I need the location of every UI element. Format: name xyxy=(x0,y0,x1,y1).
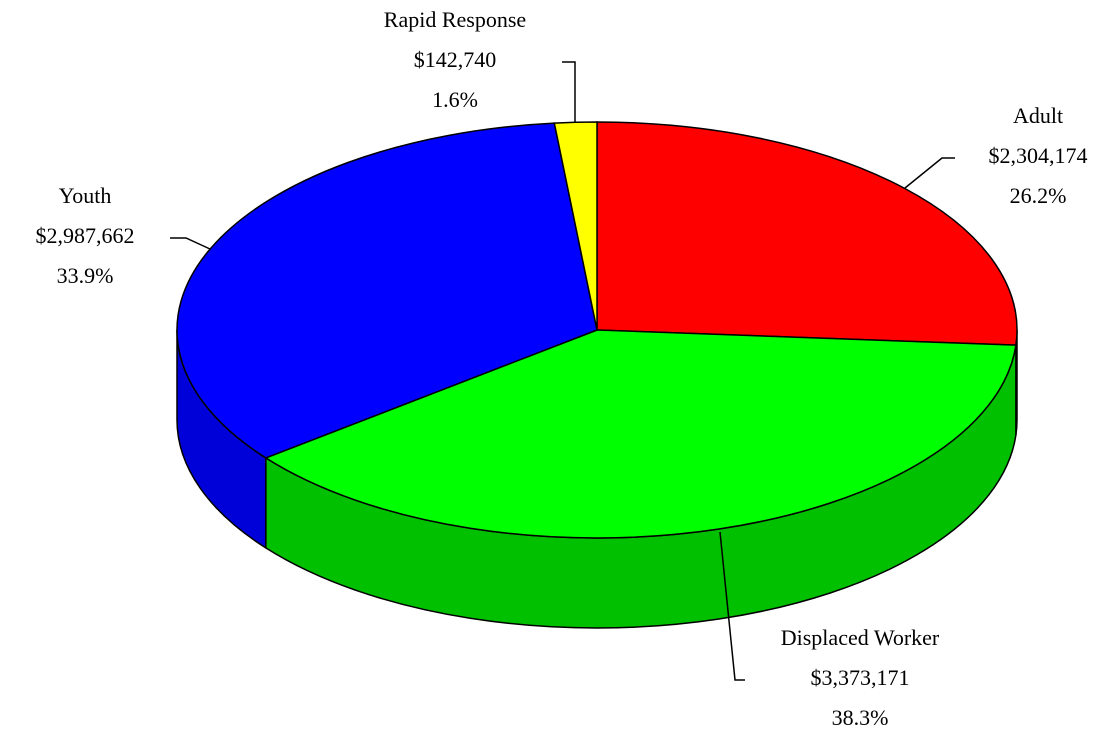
percent-label: 33.9% xyxy=(57,263,114,288)
value-label: $2,304,174 xyxy=(989,143,1088,168)
slice xyxy=(176,122,598,459)
slice xyxy=(553,121,598,331)
leader-line xyxy=(719,531,745,681)
category-label: Youth xyxy=(59,183,112,208)
percent-label: 38.3% xyxy=(832,705,889,730)
value-label: $142,740 xyxy=(414,47,497,72)
pie xyxy=(176,121,1018,629)
slice-label: Youth $2,987,662 33.9% xyxy=(36,183,135,288)
percent-label: 1.6% xyxy=(432,87,478,112)
value-label: $3,373,171 xyxy=(811,665,910,690)
slice-label: Displaced Worker $3,373,171 38.3% xyxy=(781,625,940,730)
value-label: $2,987,662 xyxy=(36,223,135,248)
percent-label: 26.2% xyxy=(1010,183,1067,208)
category-label: Displaced Worker xyxy=(781,625,940,650)
slice xyxy=(264,329,1017,539)
category-label: Rapid Response xyxy=(384,7,526,32)
slice xyxy=(596,121,1018,346)
category-label: Adult xyxy=(1013,103,1063,128)
leader-line xyxy=(170,237,211,250)
slice-label: Rapid Response $142,740 1.6% xyxy=(384,7,526,112)
pie-tops xyxy=(176,121,1018,539)
leader-line xyxy=(562,61,576,122)
leader-line xyxy=(904,157,955,189)
slice-label: Adult $2,304,174 26.2% xyxy=(989,103,1088,208)
